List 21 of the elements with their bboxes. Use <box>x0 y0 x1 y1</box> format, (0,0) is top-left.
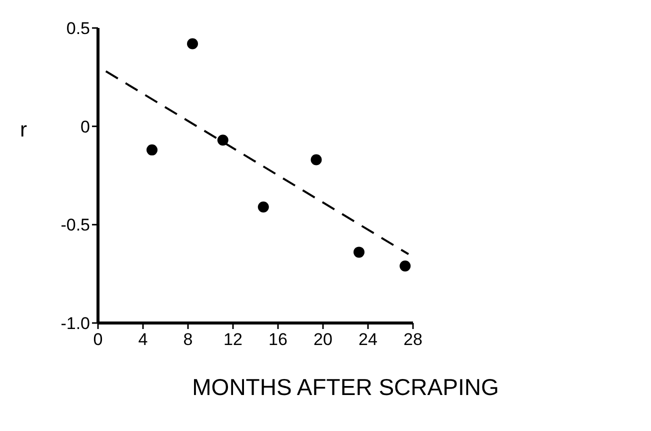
x-tick-label: 20 <box>314 330 332 349</box>
point <box>258 201 269 212</box>
y-axis-title: r <box>20 118 27 142</box>
x-axis-title: MONTHS AFTER SCRAPING <box>192 374 499 400</box>
y-tick-label: -0.5 <box>60 216 90 235</box>
point <box>187 38 198 50</box>
x-tick-label: 4 <box>138 330 148 349</box>
y-tick-label: -1.0 <box>60 314 90 333</box>
point <box>354 246 364 258</box>
point <box>310 154 322 166</box>
point <box>400 260 411 272</box>
x-tick-label: 28 <box>404 330 422 349</box>
x-tick-label: 24 <box>358 330 378 349</box>
y-tick-label: 0.5 <box>66 18 90 38</box>
x-tick-label: 12 <box>224 330 242 349</box>
x-tick-label: 0 <box>93 330 103 349</box>
point <box>217 134 228 146</box>
point <box>146 144 158 156</box>
x-tick-label: 8 <box>183 330 193 349</box>
x-tick-label: 16 <box>268 330 288 349</box>
y-tick-label: 0 <box>80 117 90 136</box>
